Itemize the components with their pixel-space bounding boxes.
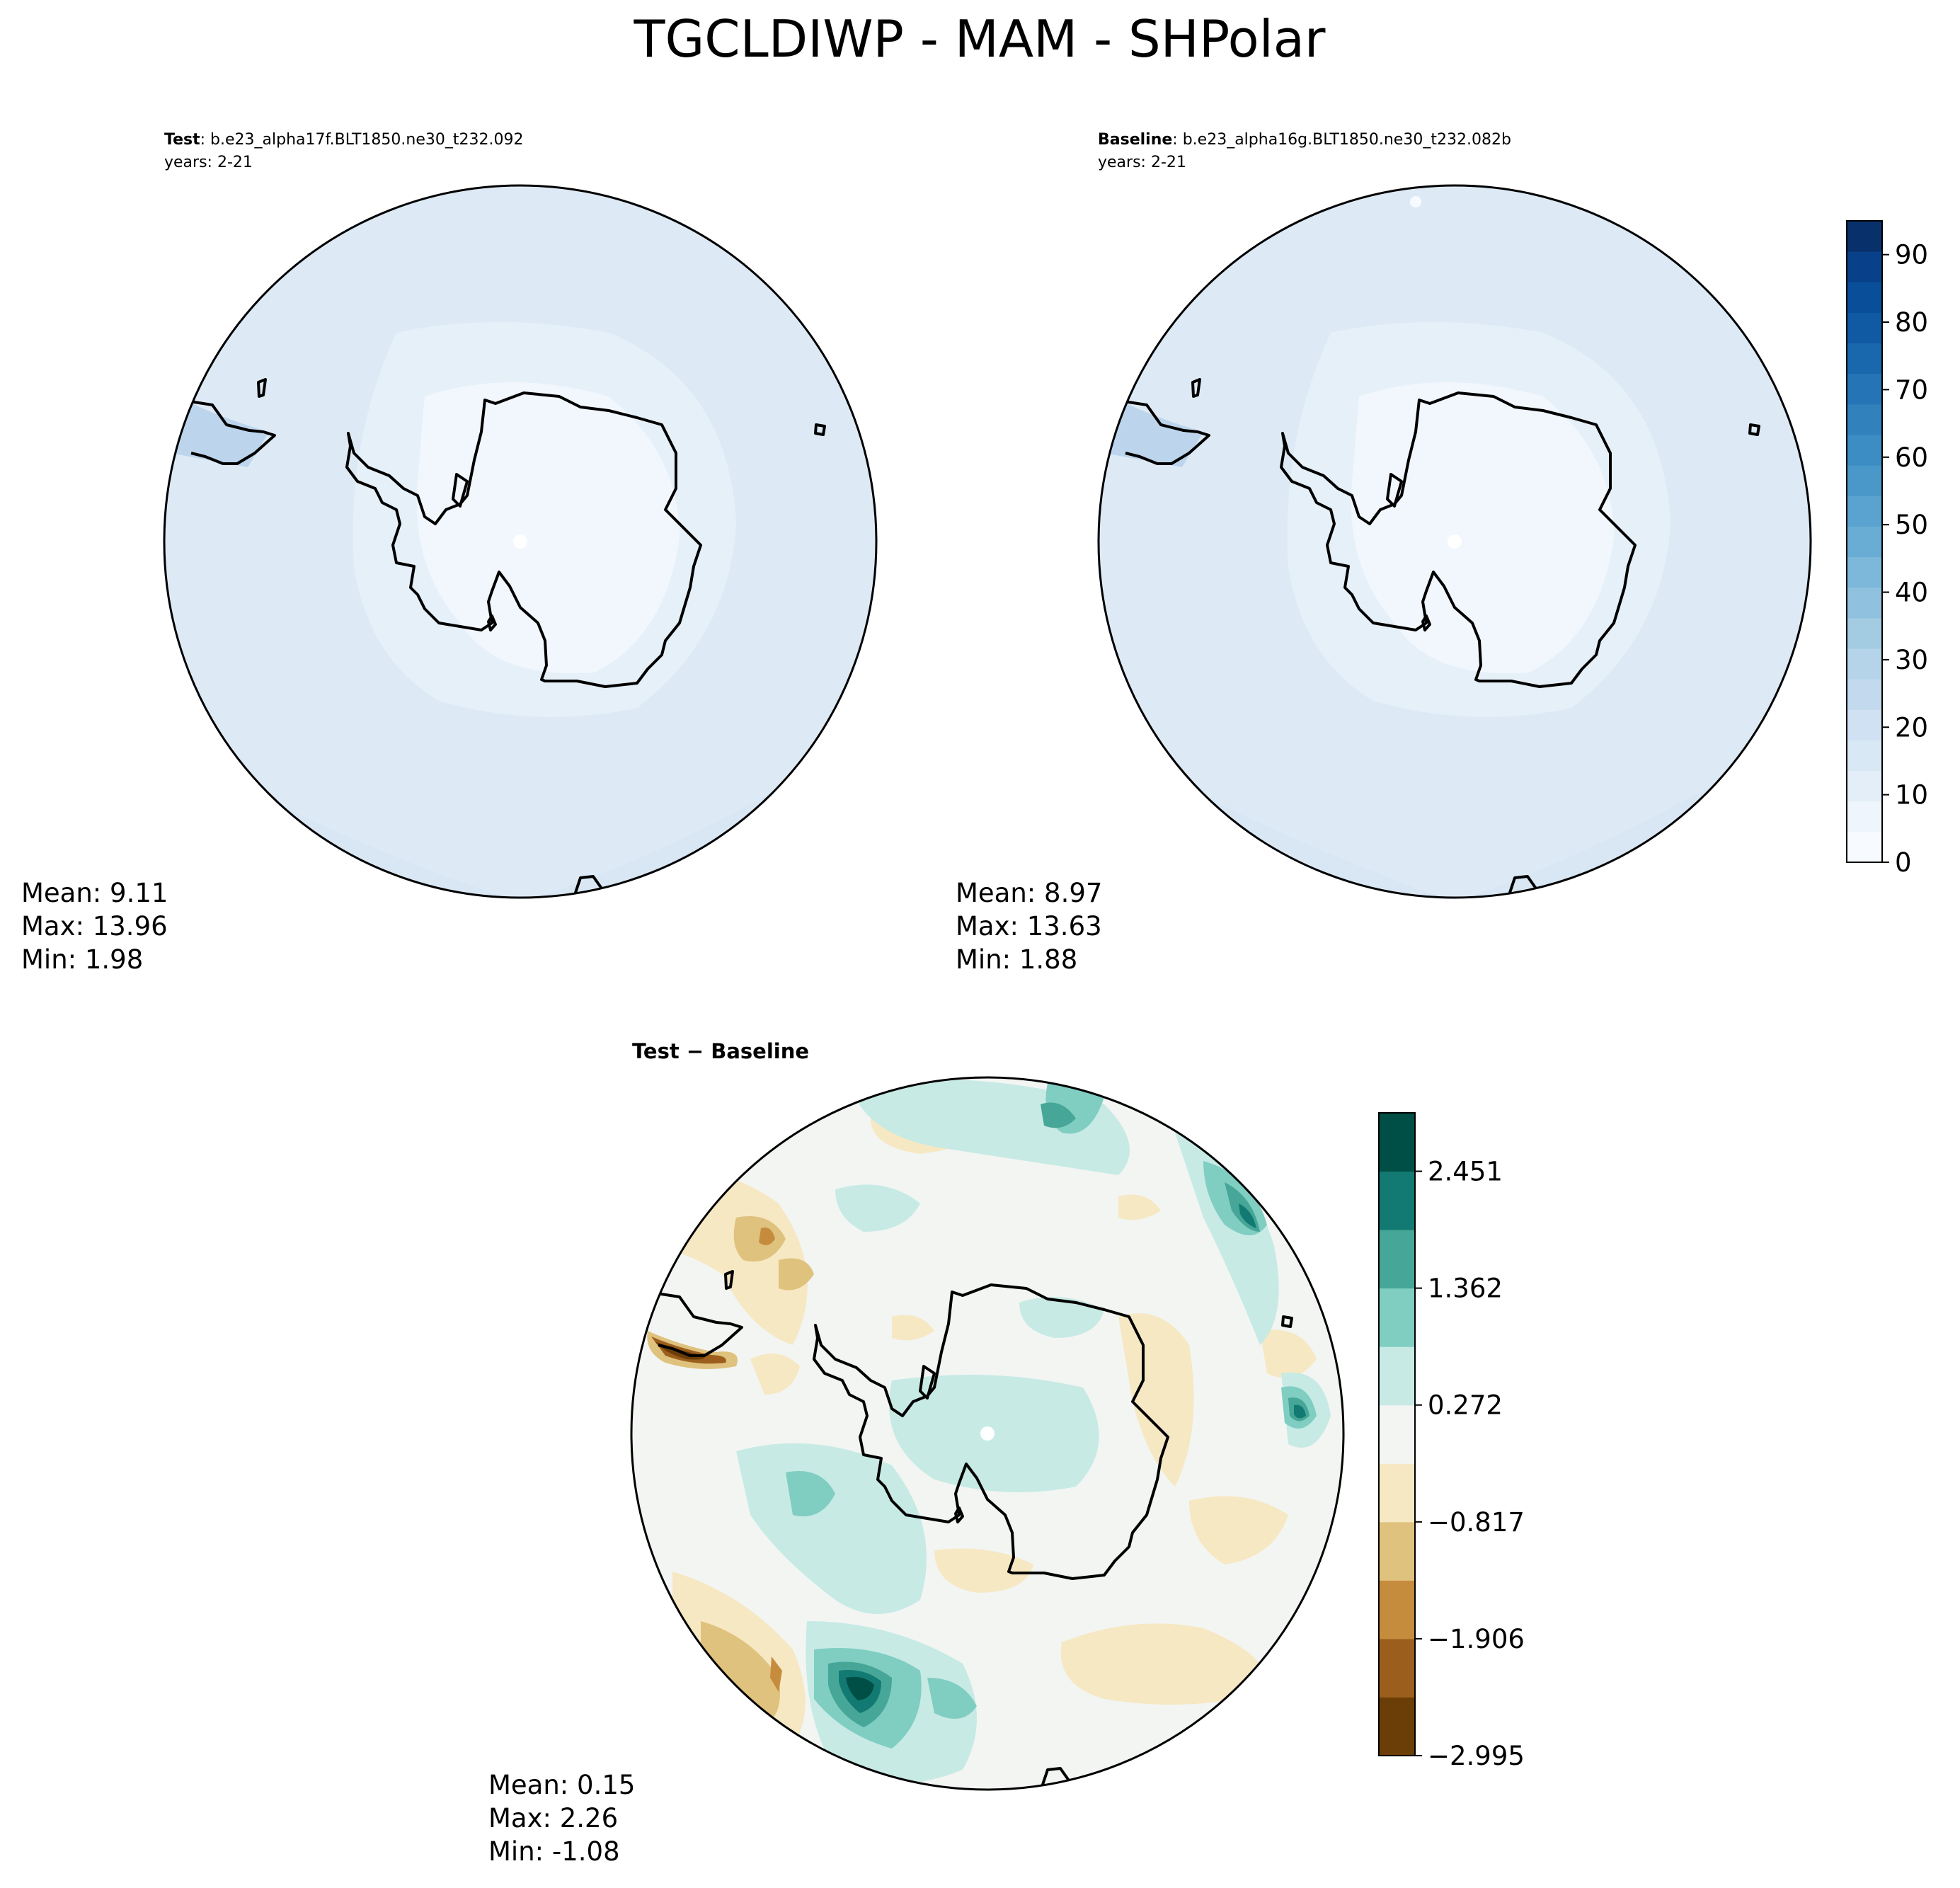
test-panel-header: Test: b.e23_alpha17f.BLT1850.ne30_t232.0… [164, 131, 523, 149]
diff-colorbar-segment [1379, 1463, 1415, 1523]
diff-colorbar-segment [1379, 1288, 1415, 1347]
baseline-panel: Baseline: b.e23_alpha16g.BLT1850.ne30_t2… [956, 131, 1812, 975]
field-colorbar-segment [1847, 556, 1882, 588]
test-stat-min: Min: 1.98 [21, 944, 143, 975]
diff-colorbar-segment [1379, 1638, 1415, 1698]
diff-map [631, 1077, 1343, 1790]
baseline-map [1099, 185, 1811, 898]
field-colorbar-tick-label: 30 [1895, 645, 1928, 675]
baseline-panel-header: Baseline: b.e23_alpha16g.BLT1850.ne30_t2… [1098, 131, 1511, 149]
diff-colorbar-segment [1379, 1580, 1415, 1640]
field-colorbar-segment [1847, 221, 1882, 252]
diff-colorbar-tick-label: 0.272 [1428, 1390, 1503, 1421]
diff-colorbar-tick-label: 2.451 [1428, 1157, 1503, 1187]
baseline-stat-mean: Mean: 8.97 [956, 878, 1102, 908]
diff-stat-mean: Mean: 0.15 [488, 1770, 635, 1800]
test-pole-marker [513, 534, 527, 549]
diff-colorbar-segment [1379, 1521, 1415, 1581]
field-colorbar-segment [1847, 679, 1882, 710]
field-colorbar-segment [1847, 526, 1882, 558]
diff-colorbar-segment [1379, 1113, 1415, 1172]
field-colorbar-segment [1847, 770, 1882, 802]
test-panel-case: : b.e23_alpha17f.BLT1850.ne30_t232.092 [200, 131, 524, 149]
field-colorbar-tick-label: 50 [1895, 510, 1928, 540]
field-colorbar-segment [1847, 404, 1882, 435]
diff-colorbar-tick-label: −0.817 [1428, 1507, 1525, 1538]
field-colorbar-segment [1847, 251, 1882, 282]
diff-colorbar-segment [1379, 1171, 1415, 1230]
baseline-panel-case: : b.e23_alpha16g.BLT1850.ne30_t232.082b [1172, 131, 1511, 149]
diff-panel: Test − Baseline [488, 1039, 1345, 1867]
test-stat-max: Max: 13.96 [21, 911, 168, 942]
diff-colorbar-tick-label: 1.362 [1428, 1274, 1503, 1304]
field-colorbar-segment [1847, 496, 1882, 527]
field-colorbar-segment [1847, 617, 1882, 649]
field-colorbar-segment [1847, 282, 1882, 313]
diff-colorbar-tick-label: −2.995 [1428, 1741, 1525, 1771]
field-colorbar-tick-label: 90 [1895, 240, 1928, 270]
field-colorbar-segment [1847, 709, 1882, 740]
field-colorbar-segment [1847, 465, 1882, 496]
field-colorbar-tick-label: 80 [1895, 307, 1928, 338]
diff-stat-max: Max: 2.26 [488, 1803, 618, 1833]
field-colorbar-segment [1847, 801, 1882, 833]
diff-colorbar-segment [1379, 1230, 1415, 1289]
field-colorbar-tick-label: 40 [1895, 578, 1928, 608]
baseline-stat-max: Max: 13.63 [956, 911, 1102, 942]
field-colorbar-segment [1847, 648, 1882, 680]
diff-coastlines [647, 1270, 1293, 1790]
diff-colorbar: 2.451 1.362 0.272 −0.817 −1.906 −2.995 [1378, 1112, 1525, 1771]
field-colorbar-segment [1847, 373, 1882, 405]
baseline-panel-years: years: 2-21 [1098, 154, 1186, 171]
field-colorbar-tick-label: 0 [1895, 847, 1912, 878]
field-colorbar-segment [1847, 740, 1882, 772]
field-colorbar-tick-label: 10 [1895, 780, 1928, 811]
diff-panel-label: Test − Baseline [632, 1039, 809, 1063]
diff-stat-min: Min: -1.08 [488, 1836, 620, 1867]
test-panel-years: years: 2-21 [164, 154, 253, 171]
field-colorbar-segment [1847, 312, 1882, 344]
figure-title: TGCLDIWP - MAM - SHPolar [634, 9, 1326, 69]
test-panel: Test: b.e23_alpha17f.BLT1850.ne30_t232.0… [21, 131, 878, 975]
field-colorbar-tick-label: 70 [1895, 374, 1928, 405]
field-colorbar-segment [1847, 435, 1882, 466]
baseline-stat-min: Min: 1.88 [956, 944, 1077, 975]
diff-colorbar-tick-label: −1.906 [1428, 1624, 1525, 1654]
field-colorbar-segment [1847, 831, 1882, 863]
test-panel-label: Test [164, 131, 200, 149]
test-stat-mean: Mean: 9.11 [21, 878, 168, 908]
field-colorbar-tick-label: 20 [1895, 712, 1928, 743]
field-colorbar-segment [1847, 343, 1882, 374]
field-colorbar-tick-label: 60 [1895, 442, 1928, 473]
test-map [164, 185, 876, 898]
baseline-coastlines [1114, 378, 1760, 898]
baseline-pole-marker [1448, 534, 1462, 549]
diff-pole-marker [980, 1426, 995, 1441]
field-colorbar-segment [1847, 587, 1882, 619]
baseline-panel-label: Baseline [1098, 131, 1172, 149]
field-colorbar: 0 10 20 30 40 50 60 70 80 90 [1846, 220, 1928, 878]
diff-colorbar-segment [1379, 1697, 1415, 1756]
diff-colorbar-segment [1379, 1404, 1415, 1464]
diff-colorbar-segment [1379, 1346, 1415, 1406]
